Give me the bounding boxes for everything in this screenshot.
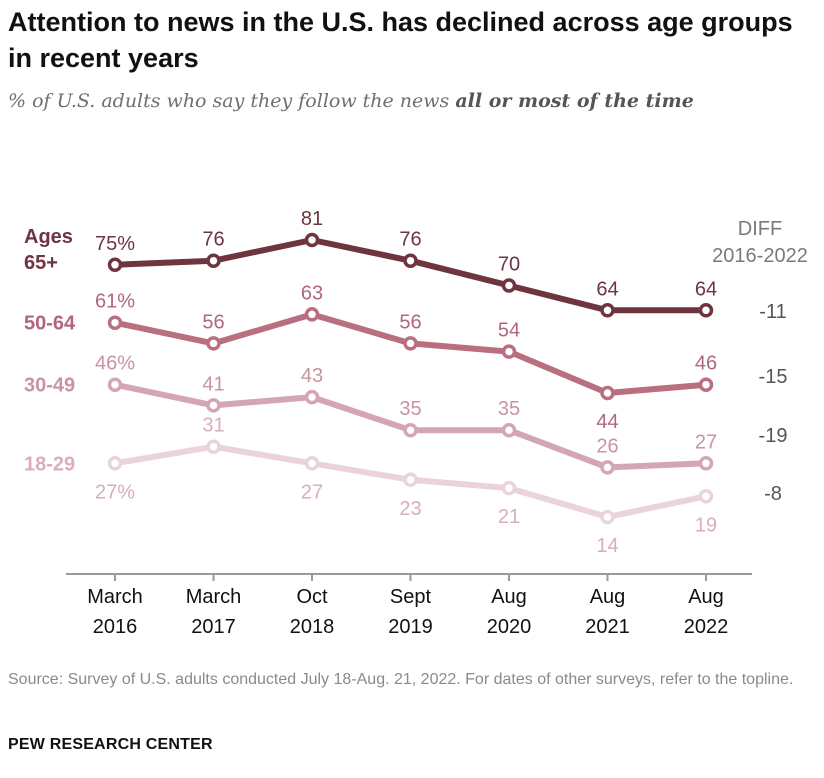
series-name-label: Ages — [24, 226, 73, 248]
data-label: 70 — [498, 254, 520, 276]
data-point — [600, 385, 615, 401]
diff-header: DIFF — [738, 218, 782, 240]
x-tick-label-year: 2020 — [487, 616, 532, 638]
data-point — [600, 303, 615, 318]
data-point — [107, 315, 123, 330]
x-tick-label-month: Oct — [296, 586, 328, 608]
data-label: 75% — [95, 233, 135, 255]
data-point — [600, 460, 615, 475]
data-point — [501, 422, 517, 438]
data-label: 26 — [596, 435, 618, 457]
data-label: 56 — [399, 311, 421, 333]
data-point — [501, 344, 517, 359]
data-label: 64 — [596, 278, 618, 300]
data-point — [600, 509, 615, 525]
data-point — [107, 456, 123, 471]
diff-value: -19 — [759, 425, 788, 447]
data-label: 44 — [596, 411, 618, 433]
data-label: 23 — [399, 498, 421, 520]
data-label: 54 — [498, 320, 520, 342]
data-label: 31 — [202, 415, 224, 437]
data-label: 41 — [202, 373, 224, 395]
org-name: PEW RESEARCH CENTER — [8, 736, 213, 753]
data-label: 64 — [695, 278, 717, 300]
diff-value: -8 — [764, 483, 782, 505]
x-tick-label-year: 2017 — [191, 616, 236, 638]
data-point — [206, 336, 221, 351]
data-point — [501, 480, 517, 496]
x-tick-label-month: Aug — [590, 586, 626, 608]
x-tick-label-year: 2021 — [585, 616, 630, 638]
series-name-label: 30-49 — [24, 375, 75, 397]
diff-value: -11 — [759, 301, 786, 323]
series-name-label: 50-64 — [24, 313, 76, 335]
data-label: 27 — [301, 481, 323, 503]
x-tick-label-month: March — [87, 586, 143, 608]
data-point — [206, 439, 221, 454]
data-label: 63 — [301, 282, 323, 304]
data-point — [403, 336, 418, 351]
x-tick-label-month: Sept — [390, 586, 432, 608]
data-point — [501, 278, 517, 293]
x-tick-label-year: 2016 — [93, 616, 138, 638]
source-note: Source: Survey of U.S. adults conducted … — [8, 671, 794, 688]
subtitle-prefix: % of U.S. adults who say they follow the… — [8, 90, 456, 112]
data-label: 46 — [695, 353, 717, 375]
data-point — [304, 232, 320, 248]
data-point — [698, 489, 714, 504]
data-point — [107, 257, 123, 273]
data-point — [698, 377, 714, 392]
series-name-label: 65+ — [24, 252, 58, 274]
x-tick-label-year: 2018 — [290, 616, 335, 638]
data-point — [403, 422, 418, 438]
subtitle-emphasis: all or most of the time — [455, 90, 694, 112]
diff-header: 2016-2022 — [712, 245, 808, 267]
chart-title: Attention to news in the U.S. has declin… — [8, 7, 793, 73]
chart-subtitle: % of U.S. adults who say they follow the… — [8, 90, 818, 112]
data-label: 21 — [498, 506, 520, 528]
data-point — [403, 472, 418, 488]
x-tick-label-year: 2019 — [388, 616, 433, 638]
data-label: 27 — [695, 431, 717, 453]
data-label: 19 — [695, 514, 717, 536]
data-label: 43 — [301, 365, 323, 387]
data-point — [206, 253, 221, 268]
data-point — [403, 253, 418, 268]
data-point — [304, 456, 320, 471]
data-point — [698, 456, 714, 471]
data-point — [304, 389, 320, 405]
data-label: 76 — [202, 229, 224, 251]
data-point — [107, 377, 123, 392]
x-tick-label-year: 2022 — [684, 616, 729, 638]
x-tick-label-month: Aug — [491, 586, 527, 608]
x-tick-label-month: Aug — [688, 586, 724, 608]
series-name-label: 18-29 — [24, 453, 75, 475]
data-label: 76 — [399, 229, 421, 251]
data-label: 56 — [202, 311, 224, 333]
data-label: 27% — [95, 481, 135, 503]
data-label: 35 — [498, 398, 520, 420]
data-label: 35 — [399, 398, 421, 420]
data-point — [206, 398, 221, 413]
x-tick-label-month: March — [186, 586, 242, 608]
data-label: 46% — [95, 353, 135, 375]
data-point — [304, 307, 320, 322]
data-label: 61% — [95, 291, 135, 313]
data-label: 14 — [596, 535, 618, 557]
data-label: 81 — [301, 208, 323, 230]
diff-value: -15 — [759, 366, 788, 388]
data-point — [698, 303, 714, 318]
